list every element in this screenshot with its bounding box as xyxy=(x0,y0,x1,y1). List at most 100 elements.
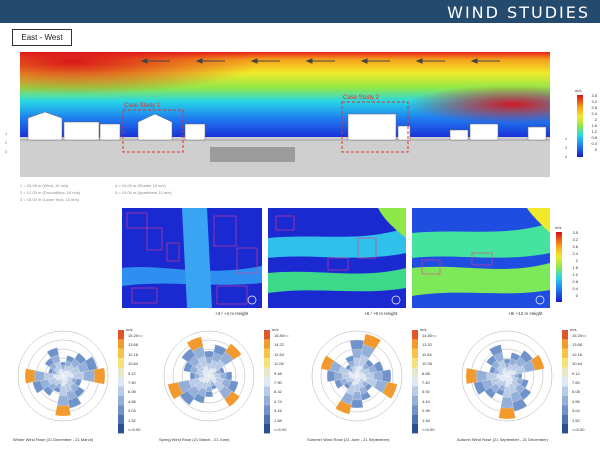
wind-rose-tick: 13.32 xyxy=(422,342,433,348)
wind-rose-tick: 8.88 xyxy=(422,370,430,376)
marker-5: 5 xyxy=(565,145,568,150)
marker-1: 1 xyxy=(5,131,8,136)
wind-rose-tick: <=0.00 xyxy=(572,427,585,432)
plan-scale-tick: 0.8 xyxy=(572,279,578,284)
plan-simulation-2 xyxy=(268,208,406,308)
legend-note-2: 2 = 12.05 m (Groundfloor, 10 m/s) xyxy=(20,190,81,195)
wind-rose-tick: 15.20<= xyxy=(128,333,143,338)
case-study-1-label: Case Study 1 xyxy=(124,103,161,109)
wind-rose-scale-4 xyxy=(562,330,568,434)
wind-rose-unit: m/s xyxy=(420,327,427,332)
case-study-2-box xyxy=(341,101,409,153)
marker-4: 4 xyxy=(565,136,568,141)
wind-rose-tick: 15.20<= xyxy=(572,333,587,338)
section-label: East - West xyxy=(12,29,72,46)
plan-scale-tick: 3.2 xyxy=(572,237,578,242)
plan-scale-tick: 2.4 xyxy=(572,251,578,256)
main-scale-tick: 3.2 xyxy=(591,99,597,104)
plan-caption-2: +8 / +9 m Height xyxy=(364,311,398,316)
page-title: WIND STUDIES xyxy=(447,3,590,22)
wind-rose-unit: m/s xyxy=(126,327,133,332)
plan-scale-ticks: 3.5 3.2 2.8 2.4 2 1.6 1.2 0.8 0.4 0 xyxy=(564,230,578,304)
wind-rose-tick: 12.64 xyxy=(274,351,285,357)
case-study-1-box xyxy=(122,109,184,153)
wind-rose-tick: 15.80<= xyxy=(274,333,289,338)
main-scale-tick: 0.4 xyxy=(591,141,597,146)
legend-note-1: 1 = 03.05 m (Wind, 10 m/s) xyxy=(20,183,69,188)
wind-rose-tick: 6.08 xyxy=(128,389,136,395)
main-scale-tick: 2.8 xyxy=(591,105,597,110)
wind-rose-tick: 11.84 xyxy=(422,351,432,357)
plan-scale-tick: 1.6 xyxy=(572,265,578,270)
wind-rose-tick: 9.12 xyxy=(128,370,136,376)
wind-rose-tick: 4.56 xyxy=(572,398,580,404)
wind-rose-caption: Summer Wind Rose (21 June - 21 September… xyxy=(307,437,390,442)
main-scale-tick: 1.2 xyxy=(591,129,597,134)
plan-color-scale xyxy=(556,232,562,302)
marker-3: 3 xyxy=(5,149,8,154)
wind-rose-caption: Spring Wind Rose (21 March - 21 June) xyxy=(159,437,230,442)
wind-rose-tick: 13.68 xyxy=(128,342,139,348)
wind-rose-tick: 10.64 xyxy=(128,361,139,367)
wind-rose-tick: 1.48 xyxy=(422,417,430,423)
wind-rose-tick: 12.16 xyxy=(572,351,583,357)
legend-note-4: 4 = 10.00 m (Shelter 10 m/s) xyxy=(115,183,166,188)
wind-rose-tick: 3.04 xyxy=(572,408,580,414)
main-scale-tick: 0 xyxy=(594,147,597,152)
wind-rose-scale-2 xyxy=(264,330,270,434)
main-scale-tick: 0.8 xyxy=(591,135,597,140)
main-scale-unit: m/s xyxy=(575,88,582,93)
plan-caption-3: +9/ +12 m Height xyxy=(508,311,543,316)
plan-scale-tick: 0.4 xyxy=(572,286,578,291)
main-scale-tick: 3.5 xyxy=(591,93,597,98)
plan-simulation-1 xyxy=(122,208,262,308)
wind-rose-tick: 11.06 xyxy=(274,361,284,367)
wind-rose-tick: 10.64 xyxy=(572,361,583,367)
wind-rose-tick: 14.22 xyxy=(274,342,285,348)
wind-rose-tick: 3.04 xyxy=(128,408,136,414)
plan-scale-tick: 0 xyxy=(575,293,578,298)
plan-caption-1: +3 / +4 m Height xyxy=(215,311,249,316)
main-scale-tick: 1.6 xyxy=(591,123,597,128)
wind-rose-tick: 14.80<= xyxy=(422,333,437,338)
wind-rose-tick: <=0.00 xyxy=(422,427,435,432)
plan-scale-unit: m/s xyxy=(555,225,562,230)
main-color-scale xyxy=(577,95,583,157)
wind-rose-tick: 9.48 xyxy=(274,370,282,376)
plan-scale-tick: 1.2 xyxy=(572,272,578,277)
wind-rose-tick: 1.52 xyxy=(572,417,580,423)
legend-note-5: 5 = 10.00 m (Apartment 12 m/s) xyxy=(115,190,172,195)
wind-rose-tick: 10.36 xyxy=(422,361,433,367)
wind-rose-2 xyxy=(163,330,255,422)
wind-rose-3 xyxy=(311,330,403,422)
main-scale-ticks: 3.5 3.2 2.8 2.4 2 1.6 1.2 0.8 0.4 0 xyxy=(585,93,597,159)
marker-6: 6 xyxy=(565,154,568,159)
wind-rose-4 xyxy=(461,330,553,422)
wind-rose-tick: 12.16 xyxy=(128,351,139,357)
wind-rose-tick: 1.58 xyxy=(274,417,282,423)
wind-rose-1 xyxy=(17,330,109,422)
wind-rose-tick: 5.92 xyxy=(422,389,430,395)
main-scale-tick: 2.4 xyxy=(591,111,597,116)
wind-rose-tick: 2.96 xyxy=(422,408,430,414)
header-bar: WIND STUDIES xyxy=(0,0,600,23)
wind-rose-tick: 7.40 xyxy=(422,380,430,385)
section-wind-simulation: Case Study 1 Case Study 2 xyxy=(20,52,550,177)
wind-rose-tick: 1.52 xyxy=(128,417,136,423)
plan-scale-tick: 3.5 xyxy=(572,230,578,235)
wind-rose-tick: 7.60 xyxy=(572,380,580,385)
wind-rose-caption: Autumn Wind Rose (21 September - 21 Dece… xyxy=(457,437,548,442)
wind-rose-tick: 4.74 xyxy=(274,398,282,404)
plan-scale-tick: 2 xyxy=(575,258,578,263)
wind-rose-tick: 6.32 xyxy=(274,389,282,395)
wind-rose-scale-1 xyxy=(118,330,124,434)
wind-rose-tick: <=0.00 xyxy=(274,427,287,432)
legend-note-3: 3 = 15.00 m (Lower floor, 10 m/s) xyxy=(20,197,79,202)
wind-rose-tick: 7.60 xyxy=(128,380,136,385)
plan-simulation-3 xyxy=(412,208,550,308)
wind-direction-arrows xyxy=(140,58,500,64)
wind-rose-tick: 3.16 xyxy=(274,408,282,414)
plan-scale-tick: 2.8 xyxy=(572,244,578,249)
wind-rose-tick: 9.12 xyxy=(572,370,580,376)
wind-rose-tick: <=0.00 xyxy=(128,427,141,432)
